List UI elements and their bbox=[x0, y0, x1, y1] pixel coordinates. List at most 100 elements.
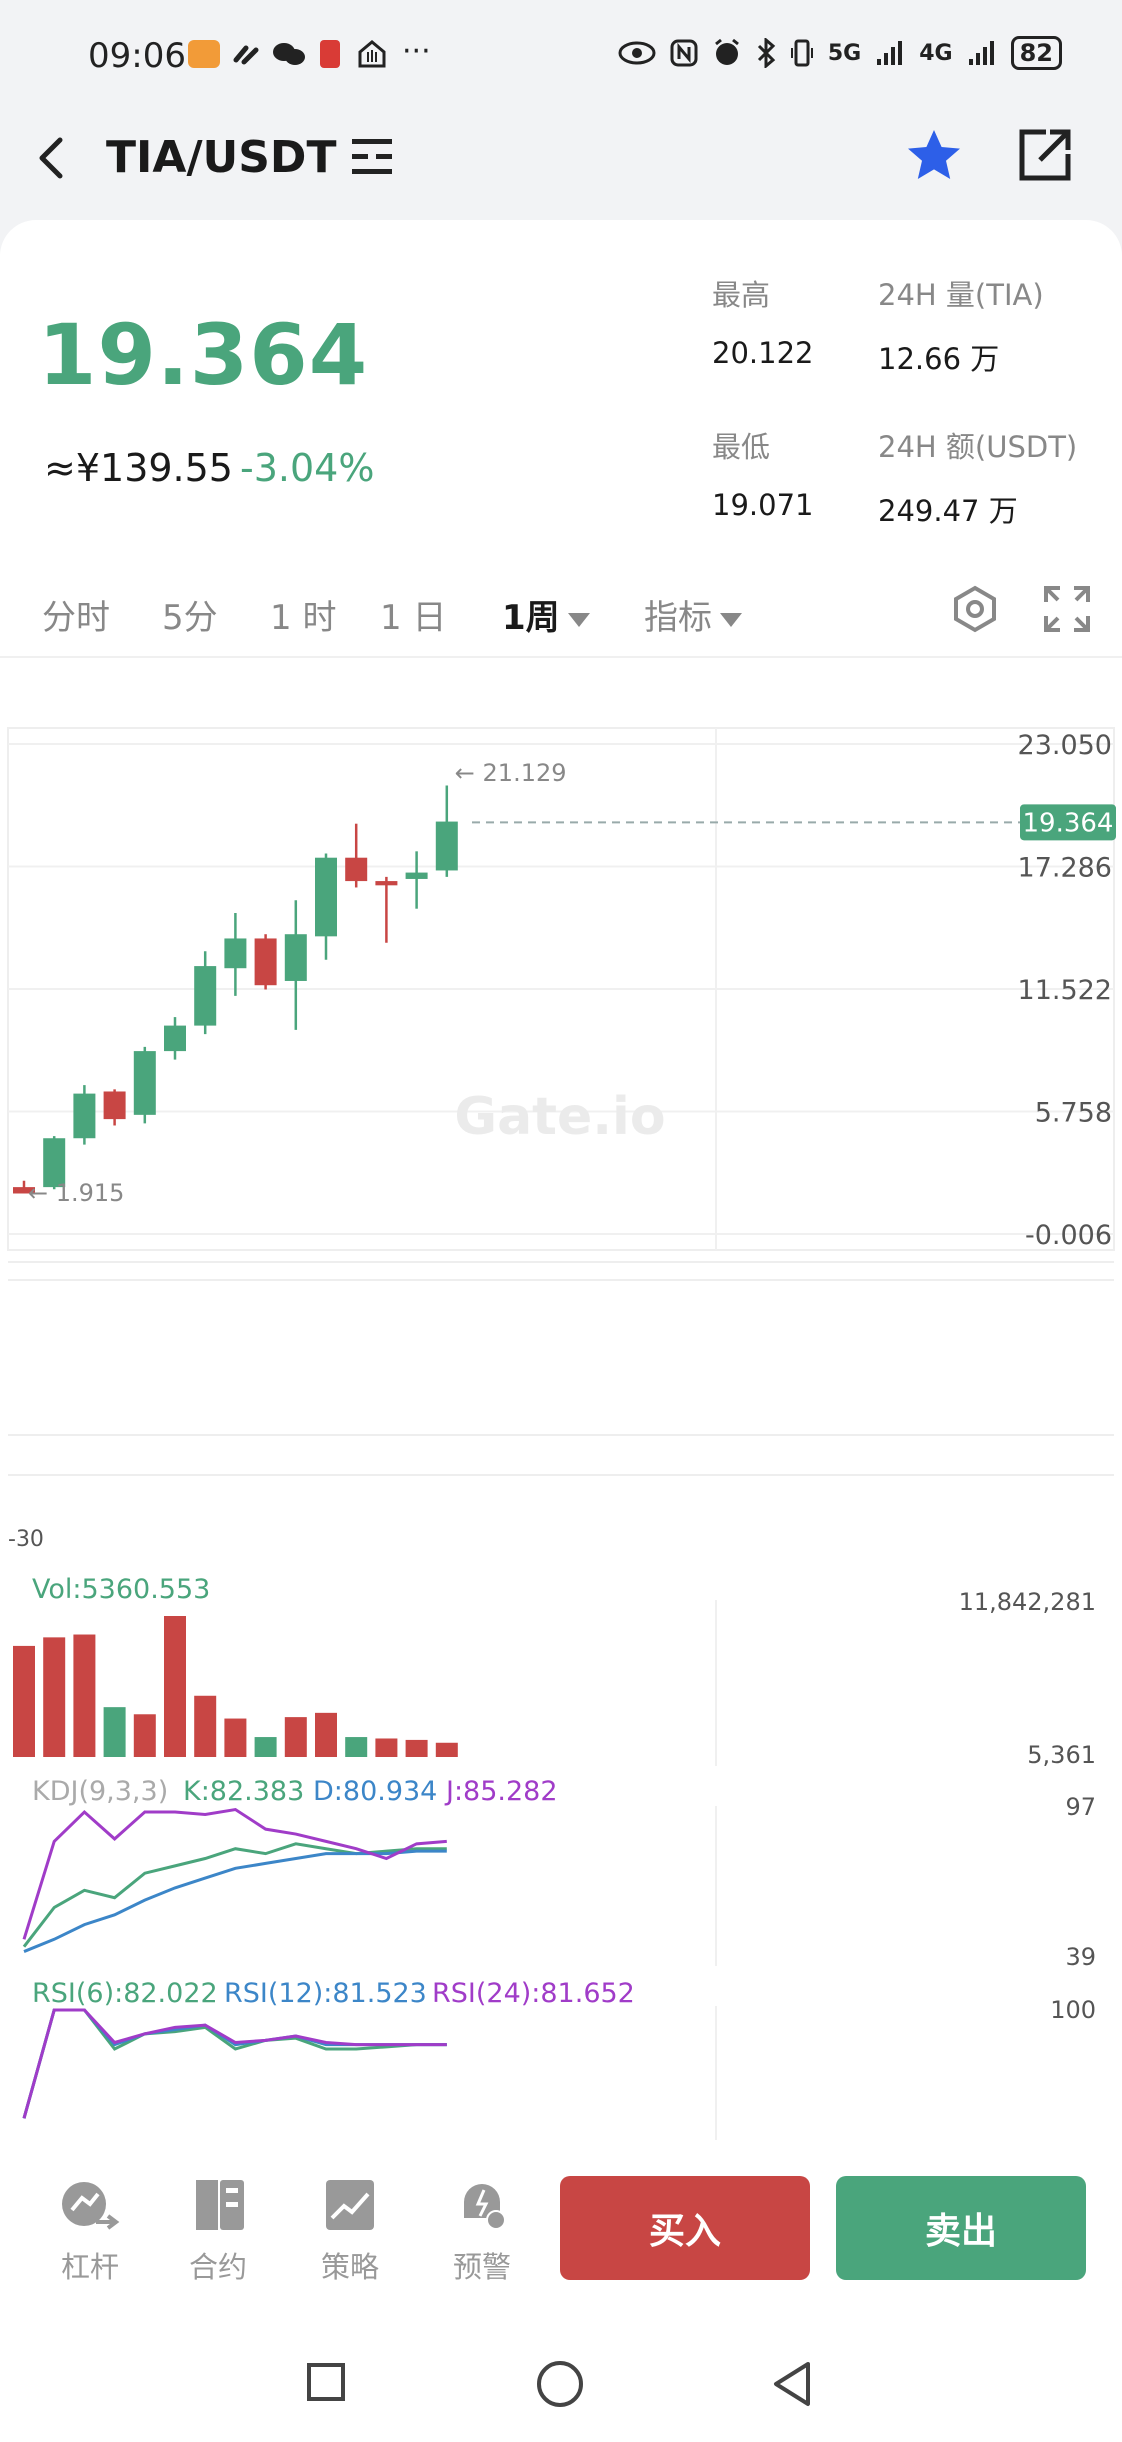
hand-icon bbox=[356, 40, 388, 68]
back-button[interactable] bbox=[30, 128, 74, 188]
candle-body bbox=[315, 857, 337, 937]
rsi6: RSI(6):82.022 bbox=[32, 1978, 218, 2009]
back-nav-button[interactable] bbox=[770, 2360, 814, 2408]
y-tick-label: -0.006 bbox=[1025, 1220, 1112, 1251]
kdj-d-line bbox=[23, 1849, 447, 1953]
y-tick-label: 11.522 bbox=[1018, 975, 1112, 1006]
chart-settings-button[interactable] bbox=[950, 584, 1000, 634]
alert-label: 预警 bbox=[452, 2250, 511, 2284]
price-change: -3.04% bbox=[240, 446, 375, 490]
candle-body bbox=[164, 1025, 186, 1052]
candle-body bbox=[73, 1093, 96, 1139]
pair-switch-button[interactable] bbox=[350, 135, 394, 179]
app-red-icon bbox=[320, 40, 340, 68]
tab-1week[interactable]: 1周 bbox=[502, 590, 590, 639]
sell-button[interactable]: 卖出 bbox=[836, 2176, 1086, 2280]
volume-min-label: 5,361 bbox=[1027, 1741, 1096, 1769]
candle-body bbox=[284, 934, 307, 981]
current-price-tag bbox=[1020, 804, 1116, 841]
volume-bar bbox=[224, 1718, 247, 1757]
current-price-tag-text: 19.364 bbox=[1023, 808, 1114, 838]
high-label: 最高 bbox=[712, 278, 771, 312]
volume-bar bbox=[13, 1645, 35, 1757]
buy-button[interactable]: 买入 bbox=[560, 2176, 810, 2280]
kdj-title: KDJ(9,3,3) bbox=[32, 1776, 168, 1807]
strategy-icon bbox=[326, 2180, 374, 2230]
min-marker: ← 1.915 bbox=[28, 1179, 124, 1207]
rsi24: RSI(24):81.652 bbox=[432, 1978, 635, 2009]
volume-bar bbox=[43, 1637, 66, 1757]
link-icon bbox=[232, 40, 262, 68]
vol-value: 12.66 万 bbox=[878, 342, 1000, 376]
nfc-icon bbox=[670, 39, 698, 67]
bluetooth-icon bbox=[757, 38, 776, 68]
circle-icon bbox=[537, 2361, 583, 2407]
rsi-max-label: 100 bbox=[1050, 1996, 1096, 2024]
eye-icon bbox=[618, 41, 656, 65]
volume-bar bbox=[194, 1695, 217, 1757]
volume-bar bbox=[315, 1712, 337, 1757]
tab-5min[interactable]: 5分 bbox=[162, 598, 218, 638]
market-card bbox=[0, 220, 1122, 2442]
contract-icon bbox=[196, 2180, 244, 2230]
leverage-button[interactable]: 杠杆 bbox=[40, 2178, 140, 2286]
low-label: 最低 bbox=[712, 430, 771, 464]
candle-body bbox=[133, 1051, 156, 1115]
signal-4g: 4G bbox=[919, 40, 953, 66]
candle-body bbox=[405, 872, 428, 879]
vol-label: 24H 量(TIA) bbox=[878, 278, 1044, 312]
candle-body bbox=[43, 1138, 66, 1188]
recents-button[interactable] bbox=[306, 2362, 346, 2402]
fullscreen-button[interactable] bbox=[1042, 584, 1092, 634]
volume-max-label: 11,842,281 bbox=[959, 1588, 1096, 1616]
last-price: 19.364 bbox=[38, 306, 369, 404]
vibrate-icon bbox=[790, 39, 813, 67]
volume-bar bbox=[405, 1739, 428, 1757]
watermark: Gate.io bbox=[454, 1087, 665, 1147]
candle-body bbox=[13, 1187, 35, 1194]
signal-5g: 5G bbox=[827, 40, 862, 66]
tab-timeline[interactable]: 分时 bbox=[42, 598, 110, 638]
y-tick-label: 23.050 bbox=[1018, 730, 1112, 761]
tab-indicators[interactable]: 指标 bbox=[644, 590, 742, 639]
volume-bar bbox=[375, 1738, 398, 1757]
candle-body bbox=[224, 938, 247, 969]
kdj-k-line bbox=[22, 1842, 447, 1948]
candle-body bbox=[375, 881, 398, 886]
tab-1hour[interactable]: 1 时 bbox=[270, 598, 337, 638]
kdj-j-line bbox=[22, 1807, 447, 1940]
chevron-left-icon bbox=[39, 137, 63, 179]
volume-bar bbox=[284, 1717, 307, 1757]
chevron-down-icon bbox=[720, 612, 742, 627]
volume-bar bbox=[103, 1707, 126, 1757]
alert-icon bbox=[464, 2184, 506, 2230]
volume-label: Vol:5360.553 bbox=[32, 1574, 210, 1605]
home-button[interactable] bbox=[536, 2360, 584, 2408]
max-marker: ← 21.129 bbox=[455, 759, 567, 787]
volume-bar bbox=[164, 1616, 186, 1757]
kdj-max-label: 97 bbox=[1065, 1793, 1096, 1821]
candle-body bbox=[103, 1091, 126, 1120]
candle-body bbox=[435, 821, 458, 871]
strategy-button[interactable]: 策略 bbox=[300, 2178, 400, 2286]
amount-value: 249.47 万 bbox=[878, 494, 1018, 528]
volume-bar bbox=[73, 1634, 96, 1757]
share-button[interactable] bbox=[1016, 126, 1074, 184]
tab-indicators-label: 指标 bbox=[644, 598, 712, 638]
hexagon-settings-icon bbox=[954, 585, 996, 633]
pair-title[interactable]: TIA/USDT bbox=[106, 132, 337, 183]
status-bar bbox=[0, 0, 1122, 100]
square-icon bbox=[307, 2363, 345, 2401]
alarm-icon bbox=[714, 38, 739, 65]
kline-chart[interactable]: Gate.io 19.364 ← 21.129 ← 1.915 23.050 17… bbox=[0, 700, 1122, 2140]
favorite-button[interactable] bbox=[904, 126, 964, 186]
system-nav-bar bbox=[0, 2300, 1122, 2442]
rsi12: RSI(12):81.523 bbox=[224, 1978, 427, 2009]
star-icon bbox=[908, 130, 960, 179]
contract-button[interactable]: 合约 bbox=[168, 2178, 268, 2286]
price-cny: ≈¥139.55 bbox=[44, 446, 233, 490]
candle-body bbox=[194, 966, 217, 1026]
tab-1day[interactable]: 1 日 bbox=[380, 598, 447, 638]
alert-button[interactable]: 预警 bbox=[432, 2178, 532, 2286]
volume-bar bbox=[254, 1737, 277, 1757]
